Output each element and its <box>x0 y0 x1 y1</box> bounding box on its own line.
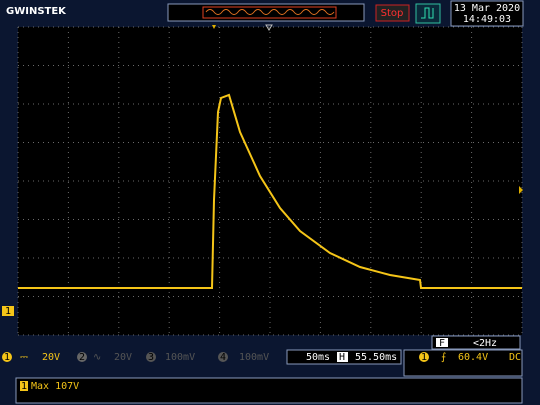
memory-bar <box>167 3 365 22</box>
ch3-scale: 100mV <box>165 352 195 363</box>
ch1-badge[interactable] <box>2 352 12 362</box>
ch4-label: 4 <box>220 352 226 363</box>
ch4-scale: 100mV <box>239 352 269 363</box>
ground-marker: 1 <box>5 306 11 317</box>
ch2-scale: 20V <box>114 352 132 363</box>
view-window <box>202 6 337 19</box>
trigger-source: 1 <box>421 352 427 363</box>
ch2-coupling: ∿ <box>93 352 101 363</box>
waveform <box>18 93 522 289</box>
time: 14:49:03 <box>463 14 511 25</box>
timebase-mode: H <box>339 352 345 363</box>
trigger-level-marker <box>519 186 523 194</box>
timebase-mode-box <box>337 352 348 362</box>
timebase-scale: 50ms <box>306 352 330 363</box>
grid <box>17 26 523 336</box>
run-state-box[interactable] <box>375 4 410 22</box>
ch2-badge[interactable] <box>77 352 87 362</box>
ch3-label: 3 <box>148 352 154 363</box>
ch3-badge[interactable] <box>146 352 156 362</box>
center-marker <box>265 24 273 31</box>
ch1-scale: 20V <box>42 352 60 363</box>
frequency-label-box <box>436 338 448 347</box>
date: 13 Mar 2020 <box>454 3 520 14</box>
measurement-source-box <box>20 381 28 391</box>
frequency-value: <2Hz <box>473 338 497 349</box>
trigger-source-badge <box>419 352 429 362</box>
trigger-icon <box>415 3 441 24</box>
trigger-slope: ⨍ <box>441 352 446 363</box>
ground-marker-box <box>2 306 14 316</box>
ch2-label: 2 <box>79 352 85 363</box>
ch4-badge[interactable] <box>218 352 228 362</box>
trigger-icon-shape <box>421 7 434 19</box>
frequency-label: F <box>439 338 445 349</box>
trigger-level: 60.4V <box>458 352 488 363</box>
frequency-box <box>431 335 521 350</box>
ch1-coupling: ⎓ <box>20 352 28 363</box>
measurement-source: 1 <box>21 381 27 392</box>
clock-box <box>450 0 524 27</box>
trigger-position-marker <box>212 25 216 29</box>
ch1-label: 1 <box>4 352 10 363</box>
memory-wave <box>205 9 335 15</box>
brand: GWINSTEK <box>6 6 67 17</box>
timebase-position: 55.50ms <box>355 352 397 363</box>
measurement-box <box>15 377 523 404</box>
run-state: Stop <box>381 8 404 19</box>
trigger-coupling: DC <box>509 352 521 363</box>
measurement-text: Max 107V <box>31 381 79 392</box>
